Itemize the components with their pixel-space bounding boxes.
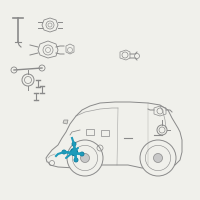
Circle shape: [72, 142, 76, 146]
Circle shape: [67, 140, 103, 176]
Circle shape: [80, 154, 90, 162]
Circle shape: [62, 150, 66, 154]
Circle shape: [74, 158, 78, 162]
Circle shape: [70, 148, 78, 156]
Circle shape: [154, 154, 162, 162]
Circle shape: [80, 152, 84, 156]
Circle shape: [140, 140, 176, 176]
Polygon shape: [63, 120, 68, 124]
